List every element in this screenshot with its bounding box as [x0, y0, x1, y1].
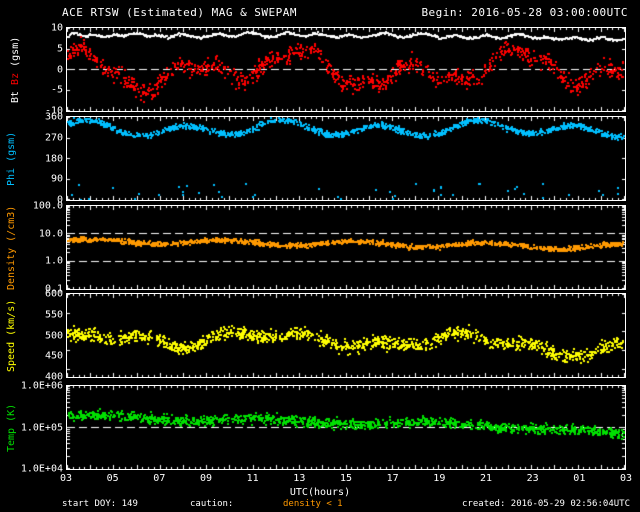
x-tick-label: 19	[433, 473, 446, 484]
y-tick-label: 500	[44, 330, 63, 341]
y-tick-label: 1.0	[44, 255, 63, 267]
bt-label: Bt	[10, 84, 21, 103]
phi-canvas	[67, 117, 625, 200]
x-tick-label: 23	[526, 473, 539, 484]
x-tick-label: 01	[573, 473, 586, 484]
y-tick-label: 400	[44, 371, 63, 383]
y-tick-label: 90	[50, 173, 63, 185]
phi-axis-label: Phi (gsm)	[6, 131, 17, 186]
y-tick-label: 450	[44, 350, 63, 362]
bt-bz-label-text: Bt Bz (gsm)	[10, 27, 21, 112]
y-tick-label: 100.0	[32, 200, 63, 212]
y-tick-label: 10.0	[38, 228, 63, 240]
y-tick-label: 270	[44, 132, 63, 144]
x-tick-label: 21	[479, 473, 493, 484]
x-tick-label: 07	[153, 473, 166, 484]
density-axis-label: Density (/cm3)	[6, 205, 17, 290]
panel-temp	[66, 385, 626, 470]
y-tick-label: 0.1	[44, 283, 63, 295]
y-tick-label: 600	[44, 288, 63, 300]
bt-bz-canvas	[67, 28, 625, 111]
x-tick-label: 03	[619, 473, 633, 484]
y-tick-label: -5	[50, 84, 63, 96]
x-tick-label: 13	[293, 473, 306, 484]
temp-axis-label: Temp (K)	[6, 403, 17, 452]
speed-canvas	[67, 294, 625, 377]
panel-phi	[66, 116, 626, 201]
y-tick-label: -10	[44, 105, 63, 117]
x-tick-label: 05	[106, 473, 119, 484]
y-tick-label: 10	[50, 22, 63, 34]
x-tick-label: 17	[386, 473, 399, 484]
panel-speed	[66, 293, 626, 378]
x-tick-label: 03	[59, 473, 73, 484]
x-axis-title: UTC(hours)	[289, 487, 351, 498]
y-tick-label: 0	[56, 64, 63, 75]
y-tick-label: 180	[44, 153, 63, 164]
y-tick-label: 1.0E+05	[20, 422, 63, 433]
y-tick-label: 1.0E+04	[20, 463, 63, 475]
y-tick-label: 360	[44, 111, 63, 123]
y-tick-label: 550	[44, 309, 63, 321]
panel-bt-bz	[66, 27, 626, 112]
x-tick-label: 09	[199, 473, 213, 484]
begin-timestamp: Begin: 2016-05-28 03:00:00UTC	[421, 6, 628, 19]
bz-label: Bz	[10, 72, 21, 85]
density-canvas	[67, 206, 625, 289]
y-tick-label: 1.0E+06	[20, 380, 63, 392]
panel-density	[66, 205, 626, 290]
caution-value: density < 1	[283, 499, 343, 509]
page-title: ACE RTSW (Estimated) MAG & SWEPAM	[62, 6, 298, 19]
start-doy-text: start DOY: 149	[62, 499, 138, 509]
y-tick-label: 0	[56, 194, 63, 206]
x-tick-label: 15	[339, 473, 353, 484]
speed-axis-label: Speed (km/s)	[6, 299, 17, 372]
gsm-unit-label: (gsm)	[10, 36, 21, 73]
temp-canvas	[67, 386, 625, 469]
created-timestamp: created: 2016-05-29 02:56:04UTC	[462, 499, 630, 509]
caution-label: caution:	[190, 499, 234, 509]
y-tick-label: 5	[56, 43, 63, 55]
x-tick-label: 11	[246, 473, 259, 484]
